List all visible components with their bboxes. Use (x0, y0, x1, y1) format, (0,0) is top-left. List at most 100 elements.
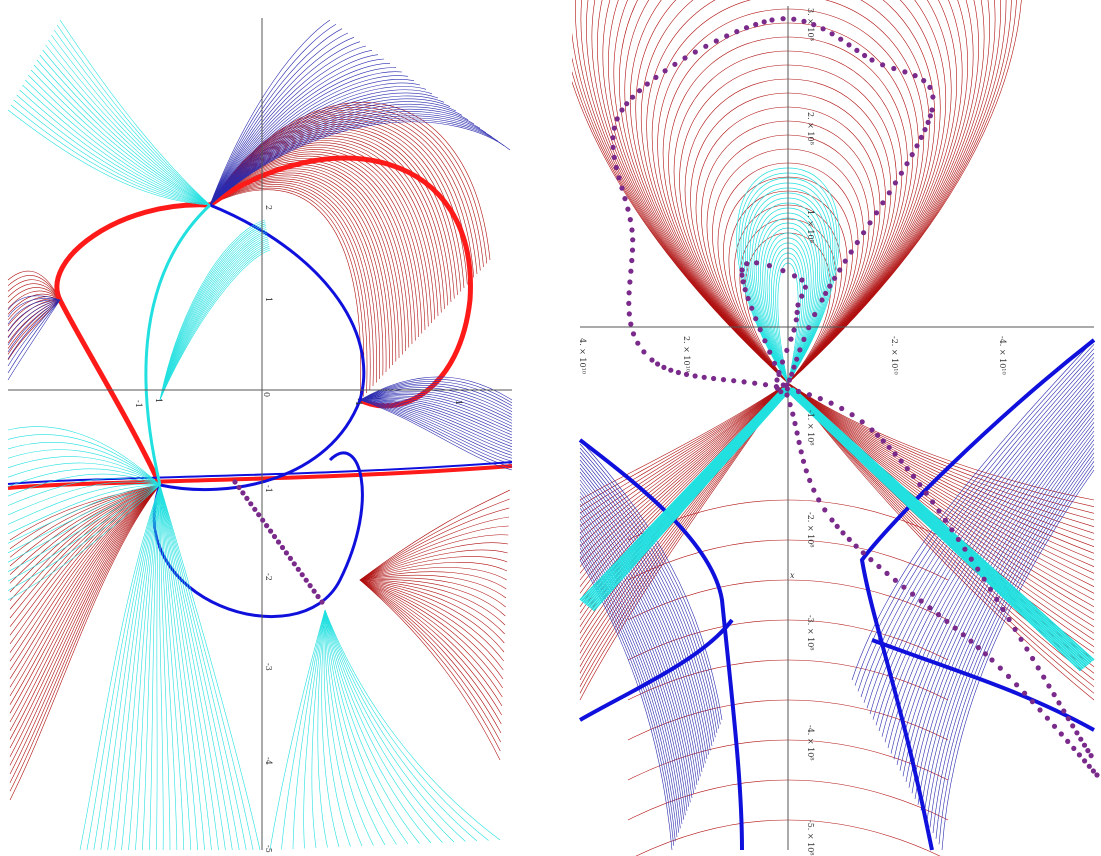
trajectory-point (869, 427, 875, 433)
red-fan-line (579, 382, 789, 567)
trajectory-point (741, 379, 747, 385)
blue-field-line (209, 121, 511, 206)
trajectory-point (248, 501, 254, 507)
blue-field-line (209, 75, 409, 206)
trajectory-point (898, 170, 904, 176)
blue-fan-line (579, 487, 703, 773)
trajectory-point (829, 517, 835, 523)
trajectory-point (779, 359, 786, 365)
red-field-line (9, 484, 161, 575)
trajectory-point (641, 349, 647, 355)
trajectory-point (796, 439, 802, 445)
blue-fan-line (579, 455, 716, 738)
trajectory-point (925, 119, 931, 125)
red-fan-line (579, 382, 789, 534)
red-fan-line (787, 382, 1095, 507)
trajectory-point (784, 386, 790, 392)
left-chart: 2 1 -1 -2 -3 -4 -5 -1 1 0 -1 1 (7, 18, 513, 853)
trajectory-point (655, 361, 661, 367)
red-fan-line (579, 382, 789, 574)
trajectory-point (630, 331, 637, 337)
blue-fan-line (902, 413, 1095, 777)
cyan-field-line (7, 484, 161, 563)
cyan-band-line (786, 387, 1086, 668)
blue-field-line (209, 111, 481, 206)
cyan-field-line (159, 484, 198, 851)
trajectory-point (952, 625, 958, 631)
blue-field-line (359, 396, 513, 433)
blue-fan-line (579, 535, 683, 825)
blue-field-line (209, 92, 439, 206)
trajectory-point (610, 135, 616, 141)
cyan-field-line (323, 609, 351, 847)
trajectory-point (884, 570, 890, 577)
cyan-band-line (784, 387, 1083, 671)
cyan-field-line (79, 484, 161, 851)
left-x-tick-label: 1 (454, 400, 463, 405)
cyan-field-line (7, 462, 161, 486)
trajectory-point (627, 279, 633, 285)
right-y-tick-label: -1. × 10⁸ (806, 410, 815, 446)
trajectory-point (838, 36, 844, 42)
trajectory-point (784, 347, 790, 353)
trajectory-point (840, 530, 846, 536)
blue-fan-line (863, 357, 1095, 703)
trajectory-point (927, 84, 933, 90)
cyan-field-line (159, 249, 271, 401)
cyan-field-line (27, 74, 211, 206)
red-field-line (9, 484, 161, 541)
blue-fan-line (920, 439, 1095, 811)
trajectory-point (682, 55, 688, 61)
trajectory-point (745, 295, 751, 302)
trajectory-point (740, 279, 746, 285)
trajectory-point (936, 508, 942, 514)
right-trajectory (610, 16, 1100, 778)
trajectory-point (891, 65, 897, 72)
cyan-field-line (324, 609, 432, 844)
trajectory-point (1051, 723, 1058, 729)
trajectory-point (789, 371, 795, 377)
red-field-line (9, 484, 161, 662)
red-field-line (359, 577, 506, 608)
trajectory-point (791, 327, 797, 333)
trajectory-point (918, 598, 924, 604)
blue-fan-line (899, 409, 1095, 771)
red-field-line (359, 579, 502, 716)
red-loop-line (591, 0, 985, 384)
trajectory-point (901, 584, 907, 590)
red-field-line (359, 579, 503, 698)
trajectory-point (942, 517, 948, 523)
blue-field-line (209, 37, 355, 206)
trajectory-point (839, 405, 845, 412)
blue-field-line (209, 89, 433, 206)
trajectory-point (611, 125, 617, 131)
red-field-line (9, 484, 161, 688)
blue-field-line (209, 54, 379, 206)
cyan-field-line (7, 484, 161, 572)
trajectory-point (892, 451, 898, 457)
cyan-field-line (324, 609, 386, 846)
trajectory-point (1094, 772, 1100, 778)
trajectory-point (880, 438, 886, 444)
blue-fan-line (935, 461, 1095, 839)
trajectory-point (801, 18, 807, 24)
cyan-band-line (580, 387, 785, 602)
blue-fan-line (914, 430, 1095, 800)
trajectory-point (701, 374, 707, 380)
left-x-tick-label: -1 (134, 400, 143, 408)
trajectory-point (922, 127, 928, 133)
blue-boundary (859, 338, 1096, 851)
red-field-line (9, 484, 161, 731)
red-field-line (359, 516, 510, 581)
trajectory-point (611, 154, 617, 160)
trajectory-point (307, 583, 313, 589)
red-field-line (209, 114, 475, 278)
trajectory-point (1035, 665, 1041, 671)
red-field-line (9, 484, 161, 679)
cyan-band-line (792, 387, 1095, 661)
red-fan-line (579, 382, 789, 514)
trajectory-point (886, 190, 892, 196)
cyan-field-line (13, 99, 211, 206)
trajectory-point (619, 107, 625, 113)
trajectory-point (807, 477, 813, 483)
